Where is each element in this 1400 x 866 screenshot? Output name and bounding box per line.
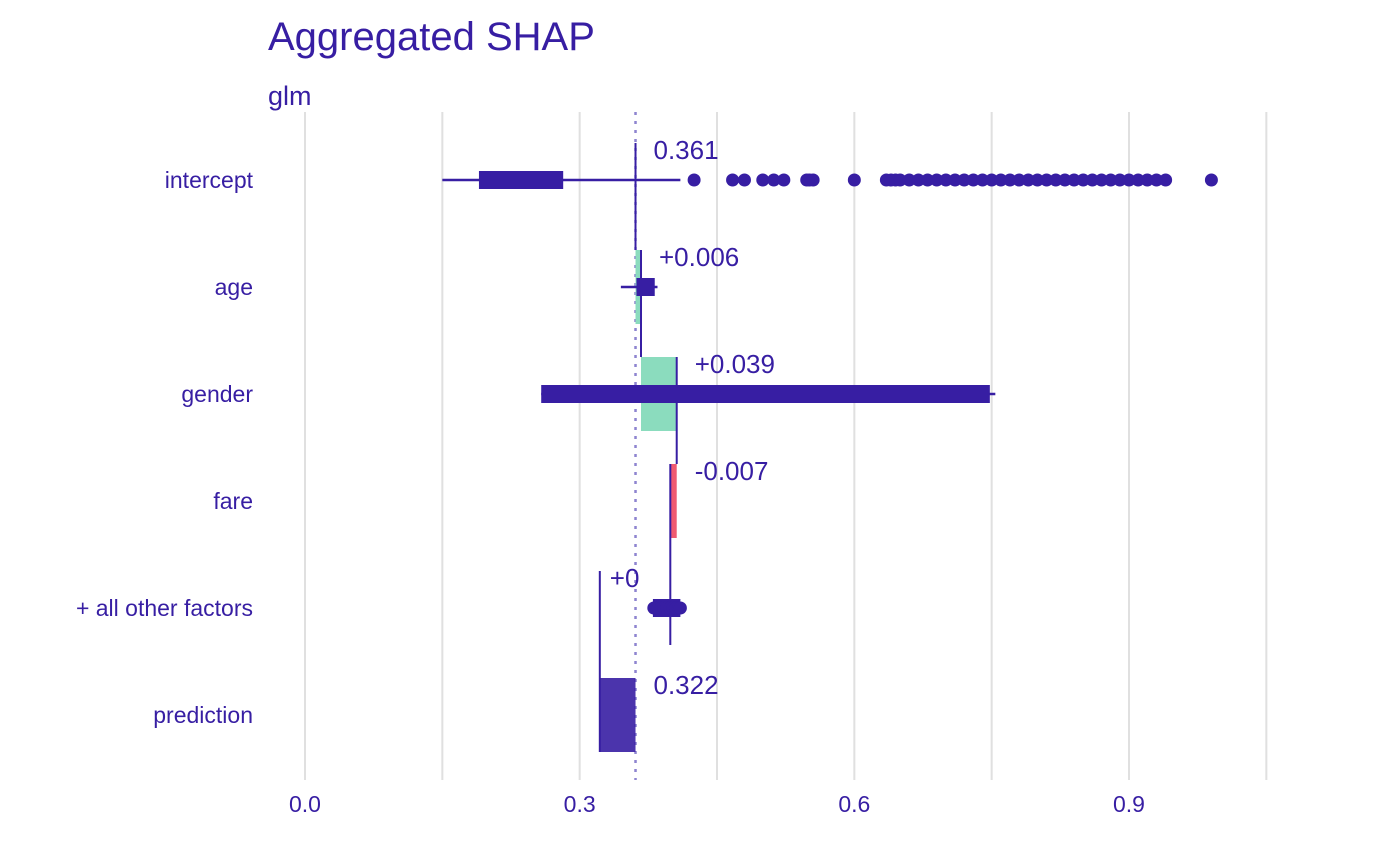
boxplot-outlier xyxy=(985,173,999,187)
contribution-bars xyxy=(598,143,678,752)
boxplot-outlier xyxy=(1122,173,1136,187)
boxplot-outlier xyxy=(1131,173,1145,187)
y-axis-label: age xyxy=(215,274,253,300)
boxplot-outlier xyxy=(767,173,781,187)
boxplot-box xyxy=(541,385,990,403)
value-label: +0 xyxy=(610,563,640,593)
value-label: +0.039 xyxy=(695,349,775,379)
boxplot-outlier xyxy=(930,173,944,187)
boxplot-outlier xyxy=(806,173,820,187)
boxplot-outlier xyxy=(1113,173,1127,187)
boxplot-outlier xyxy=(1040,173,1054,187)
boxplot-outlier xyxy=(1049,173,1063,187)
boxplot-outlier xyxy=(1140,173,1154,187)
boxplot-outlier xyxy=(1030,173,1044,187)
value-label: 0.361 xyxy=(654,135,719,165)
boxplot-outlier xyxy=(673,601,687,615)
x-tick-label: 0.3 xyxy=(564,791,596,817)
y-axis-labels: intercept age gender fare + all other factor… xyxy=(76,167,254,728)
boxplot-outlier xyxy=(966,173,980,187)
chart-title: Aggregated SHAP xyxy=(268,15,595,59)
boxplot-outlier xyxy=(1012,173,1026,187)
boxplot-outlier xyxy=(1095,173,1109,187)
chart-subtitle: glm xyxy=(268,81,312,111)
y-axis-label: prediction xyxy=(153,702,253,728)
boxplot-box xyxy=(636,278,655,296)
y-axis-label: intercept xyxy=(165,167,254,193)
x-axis-ticks: 0.0 0.3 0.6 0.9 xyxy=(289,791,1145,817)
boxplot-outlier xyxy=(756,173,770,187)
boxplot-outlier xyxy=(957,173,971,187)
boxplot-outlier xyxy=(726,173,740,187)
boxplot-outlier xyxy=(1159,173,1173,187)
boxplot-box xyxy=(478,171,564,189)
boxplot-outlier xyxy=(777,173,791,187)
boxplot-outlier xyxy=(847,173,861,187)
value-label: -0.007 xyxy=(695,456,769,486)
value-label: +0.006 xyxy=(659,242,739,272)
boxplot-outlier xyxy=(1003,173,1017,187)
y-axis-label: + all other factors xyxy=(76,595,253,621)
boxplot-outlier xyxy=(1085,173,1099,187)
contribution-bar xyxy=(670,464,677,538)
boxplot-outlier xyxy=(1149,173,1163,187)
boxplot-outlier xyxy=(1076,173,1090,187)
x-tick-label: 0.9 xyxy=(1113,791,1145,817)
boxplot-outlier xyxy=(939,173,953,187)
boxplot-outlier xyxy=(1021,173,1035,187)
boxplot-outlier xyxy=(687,173,701,187)
value-label: 0.322 xyxy=(654,670,719,700)
boxplot-outlier xyxy=(948,173,962,187)
boxplots xyxy=(442,171,1218,617)
y-axis-label: fare xyxy=(213,488,253,514)
value-labels: 0.361 +0.006 +0.039 -0.007 +0 0.322 xyxy=(610,135,775,700)
y-axis-label: gender xyxy=(181,381,253,407)
x-tick-label: 0.0 xyxy=(289,791,321,817)
boxplot-outlier xyxy=(737,173,751,187)
contribution-bar xyxy=(599,678,636,752)
boxplot-outlier xyxy=(921,173,935,187)
boxplot-outlier xyxy=(1067,173,1081,187)
boxplot-outlier xyxy=(902,173,916,187)
boxplot-outlier xyxy=(911,173,925,187)
boxplot-outlier xyxy=(976,173,990,187)
boxplot-outlier xyxy=(1058,173,1072,187)
boxplot-outlier xyxy=(1104,173,1118,187)
boxplot-outlier xyxy=(994,173,1008,187)
grid-lines xyxy=(304,112,1268,780)
boxplot-outlier xyxy=(893,173,907,187)
x-tick-label: 0.6 xyxy=(838,791,870,817)
boxplot-outlier xyxy=(1204,173,1218,187)
